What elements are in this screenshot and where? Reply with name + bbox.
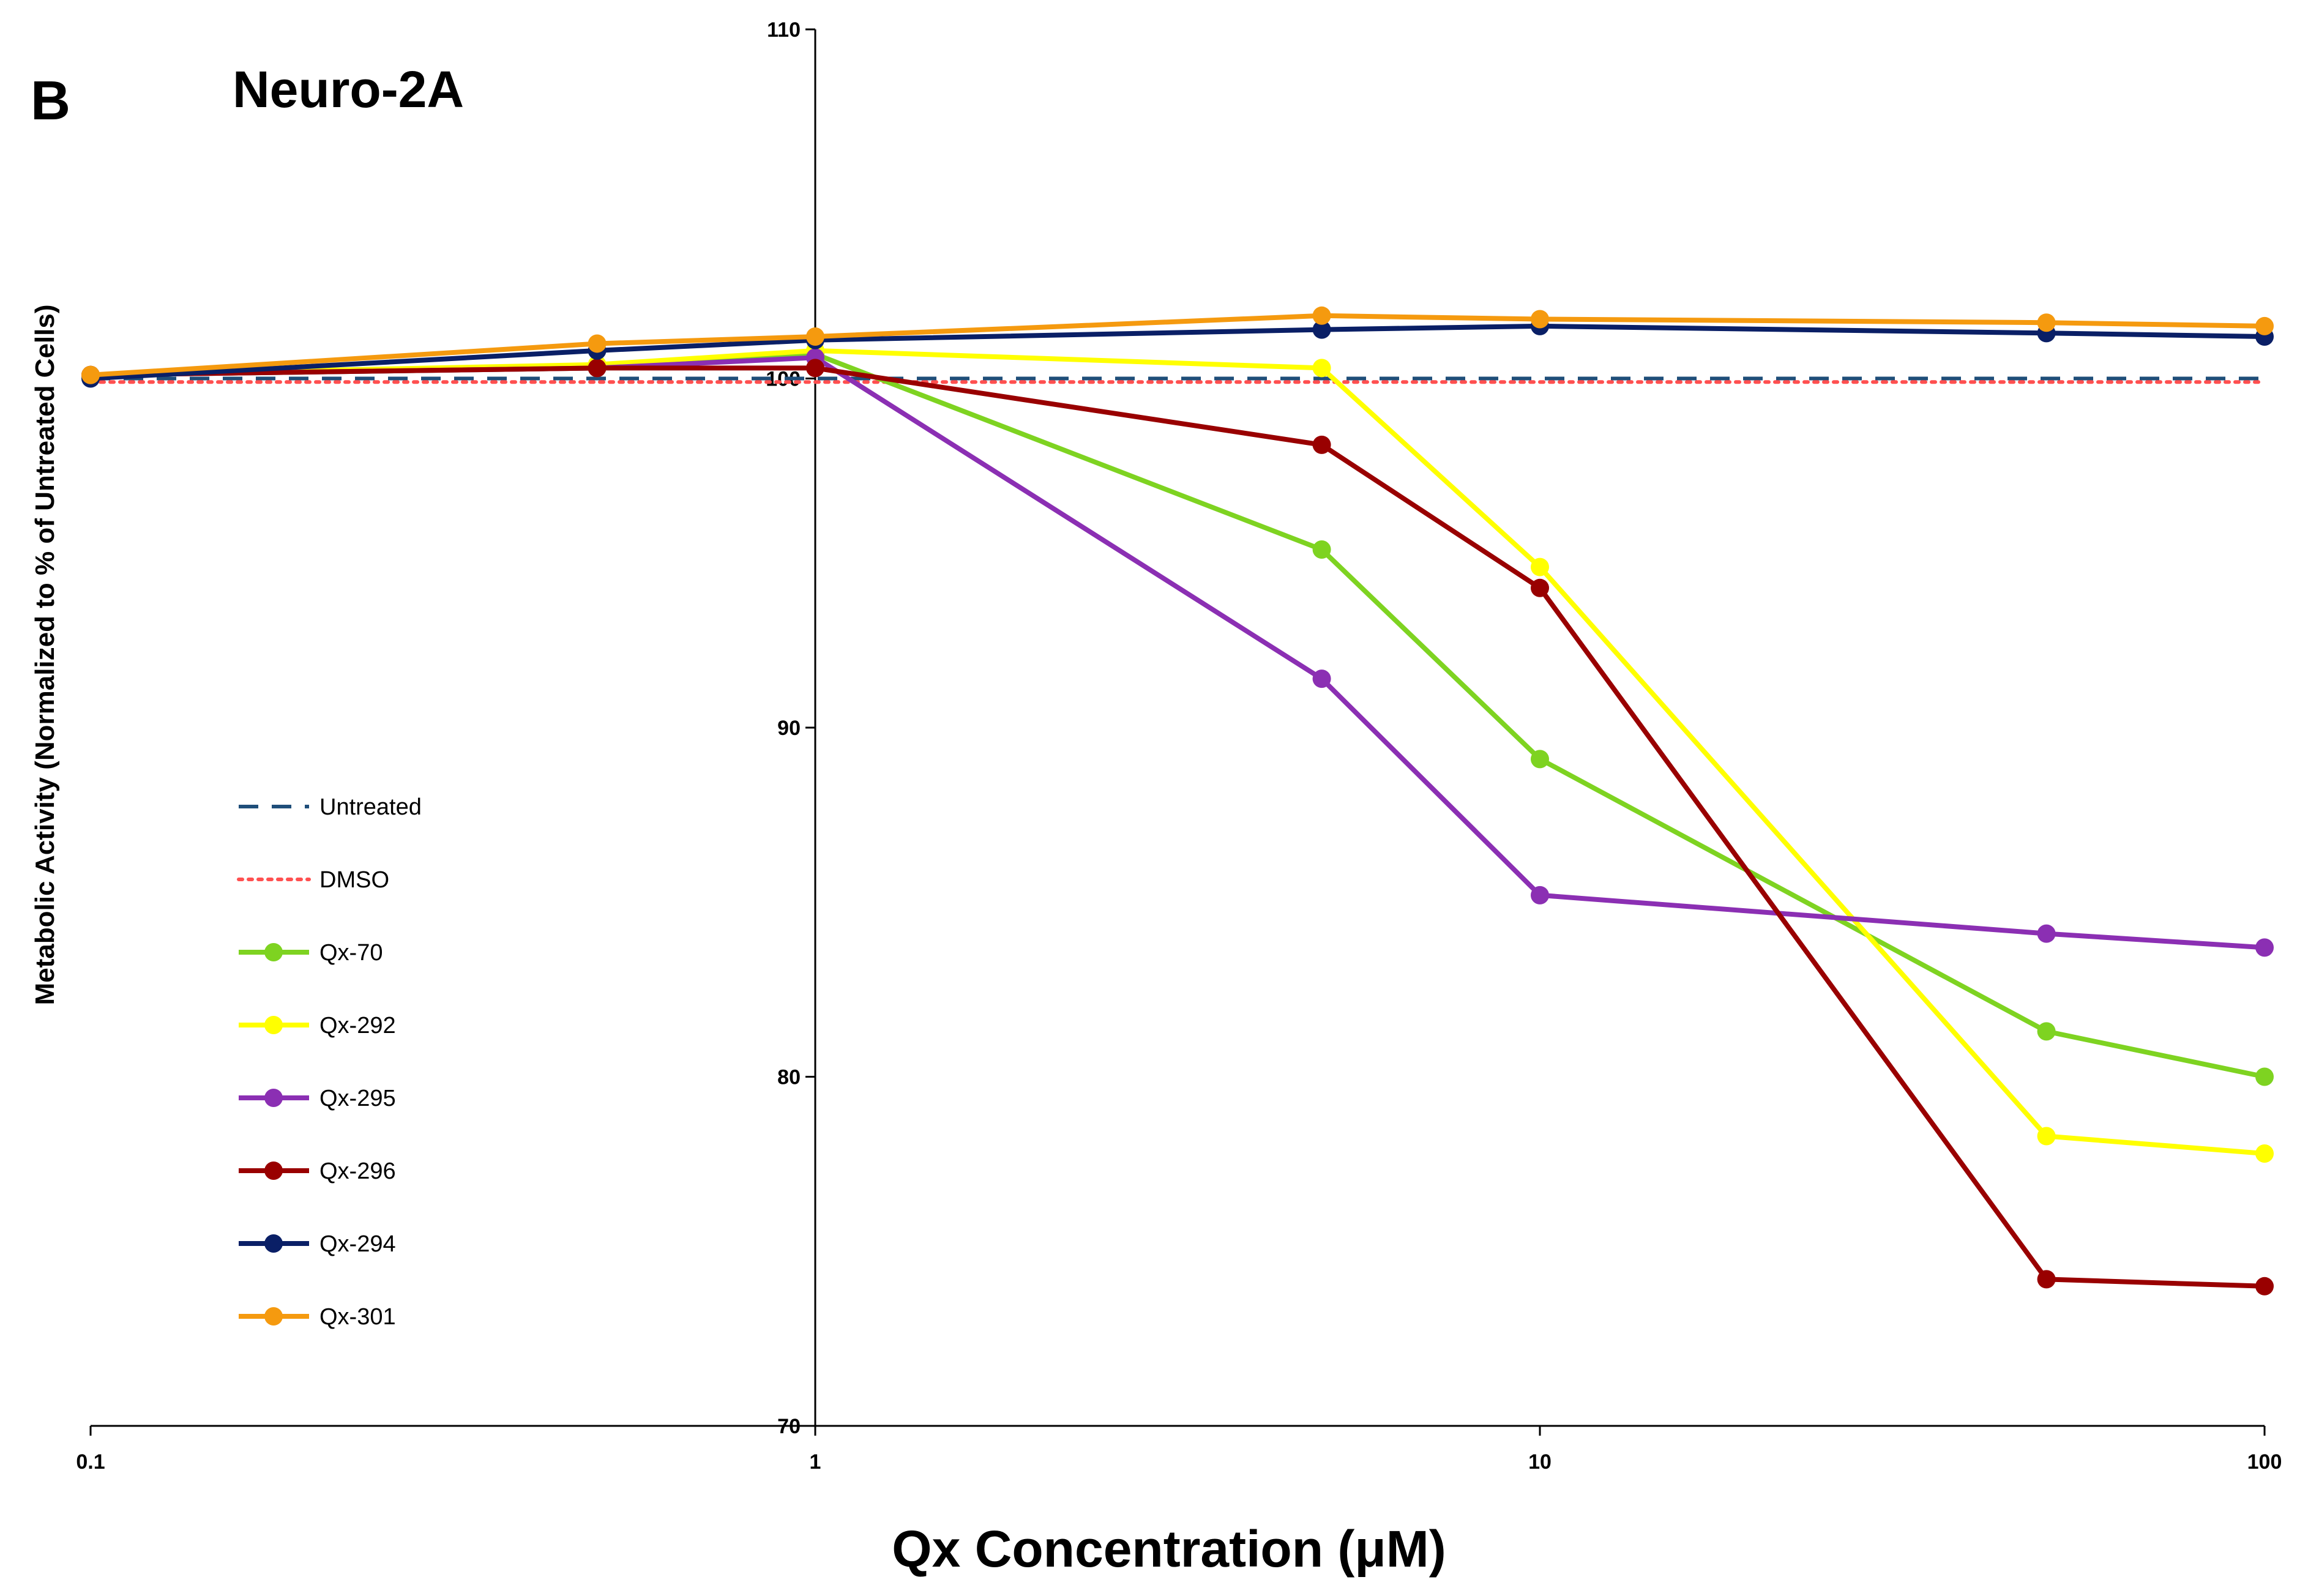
data-point-qx-296 [1531, 578, 1549, 597]
legend-item-qx-301: Qx-301 [239, 1304, 396, 1330]
legend-label-qx-295: Qx-295 [319, 1086, 396, 1111]
legend-marker-qx-295 [264, 1089, 283, 1107]
legend-marker-qx-70 [264, 943, 283, 961]
series-layer [81, 306, 2274, 1296]
data-point-qx-296 [2255, 1277, 2274, 1296]
legend-label-qx-296: Qx-296 [319, 1158, 396, 1184]
data-point-qx-70 [1312, 540, 1331, 559]
chart-title: Neuro-2A [233, 61, 464, 118]
x-tick-label: 100 [2247, 1450, 2282, 1474]
legend-item-qx-296: Qx-296 [239, 1158, 396, 1184]
data-point-qx-296 [1312, 435, 1331, 454]
legend-marker-qx-296 [264, 1162, 283, 1180]
legend-item-qx-294: Qx-294 [239, 1231, 396, 1257]
x-tick-label: 10 [1528, 1450, 1552, 1474]
data-point-qx-294 [1312, 320, 1331, 339]
legend-item-dmso: DMSO [237, 867, 389, 893]
legend-item-qx-295: Qx-295 [239, 1086, 396, 1111]
legend-label-untreated: Untreated [319, 794, 422, 820]
series-qx-301 [81, 306, 2274, 384]
x-tick-label: 0.1 [76, 1450, 105, 1474]
data-point-qx-301 [81, 365, 100, 384]
legend-marker-qx-292 [264, 1016, 283, 1034]
x-tick-label: 1 [810, 1450, 821, 1474]
data-point-qx-295 [1531, 886, 1549, 904]
legend-marker-qx-301 [264, 1307, 283, 1326]
y-tick-label: 80 [777, 1066, 801, 1089]
data-point-qx-301 [2037, 313, 2056, 332]
y-tick-label: 90 [777, 717, 801, 740]
data-point-qx-70 [2037, 1022, 2056, 1041]
data-point-qx-296 [806, 359, 824, 378]
x-axis-label: Qx Concentration (μM) [892, 1520, 1446, 1578]
y-tick-label: 110 [767, 18, 801, 42]
panel-label: B [31, 70, 70, 132]
data-point-qx-296 [2037, 1270, 2056, 1289]
legend: Untreated DMSO Qx-70 Qx-292 Qx-295 Qx-296 Qx-2… [237, 794, 422, 1330]
data-point-qx-295 [2037, 924, 2056, 943]
legend-label-qx-70: Qx-70 [319, 940, 383, 966]
data-point-qx-301 [1312, 306, 1331, 325]
data-point-qx-292 [1531, 557, 1549, 576]
data-point-qx-295 [2255, 938, 2274, 957]
y-axis-label: Metabolic Activity (Normalized to % of U… [30, 305, 60, 1005]
y-tick-label: 70 [777, 1415, 801, 1438]
data-point-qx-295 [1312, 669, 1331, 688]
data-point-qx-70 [1531, 750, 1549, 769]
data-point-qx-301 [806, 327, 824, 346]
data-point-qx-292 [2255, 1144, 2274, 1163]
data-point-qx-301 [2255, 316, 2274, 335]
data-point-qx-70 [2255, 1067, 2274, 1086]
legend-item-qx-292: Qx-292 [239, 1013, 396, 1039]
legend-marker-qx-294 [264, 1234, 283, 1253]
data-point-qx-296 [588, 359, 607, 378]
data-point-qx-292 [2037, 1127, 2056, 1146]
legend-label-dmso: DMSO [319, 867, 389, 893]
legend-label-qx-301: Qx-301 [319, 1304, 396, 1330]
legend-item-untreated: Untreated [239, 794, 422, 820]
legend-item-qx-70: Qx-70 [239, 940, 383, 966]
data-point-qx-301 [1531, 310, 1549, 329]
legend-label-qx-292: Qx-292 [319, 1013, 396, 1039]
data-point-qx-301 [588, 334, 607, 353]
legend-label-qx-294: Qx-294 [319, 1231, 396, 1257]
data-point-qx-292 [1312, 359, 1331, 378]
series-qx-296 [81, 359, 2274, 1296]
